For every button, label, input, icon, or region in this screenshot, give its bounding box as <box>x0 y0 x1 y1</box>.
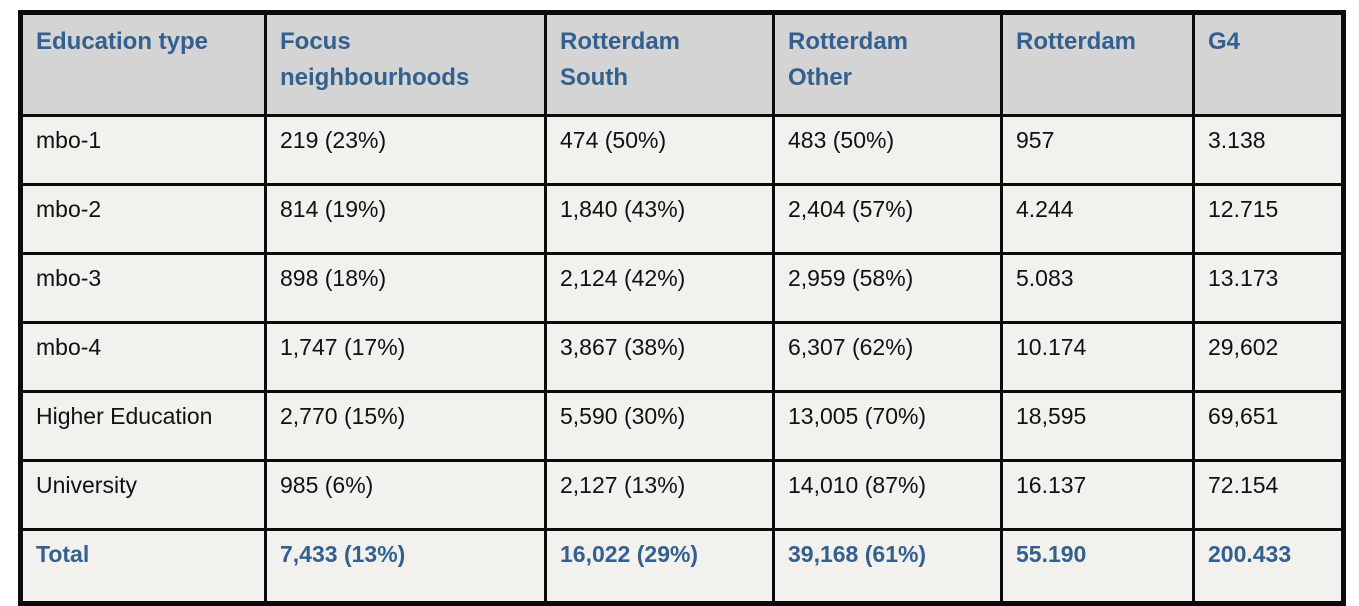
table-cell: 2,127 (13%) <box>544 459 775 531</box>
row-label: mbo-4 <box>19 321 267 393</box>
table-cell: 2,959 (58%) <box>772 252 1003 324</box>
column-header-focus-neighbourhoods: Focus neighbourhoods <box>264 11 547 117</box>
column-header-education-type: Education type <box>19 11 267 117</box>
table-row-mbo-2: mbo-2 814 (19%) 1,840 (43%) 2,404 (57%) … <box>19 183 1345 255</box>
table-cell: 2,124 (42%) <box>544 252 775 324</box>
row-label: Higher Education <box>19 390 267 462</box>
table-row-higher-education: Higher Education 2,770 (15%) 5,590 (30%)… <box>19 390 1345 462</box>
table-cell: 483 (50%) <box>772 114 1003 186</box>
table-cell: 2,770 (15%) <box>264 390 547 462</box>
column-header-rotterdam-south: Rotterdam South <box>544 11 775 117</box>
table-cell: 6,307 (62%) <box>772 321 1003 393</box>
table-cell: 2,404 (57%) <box>772 183 1003 255</box>
page-background: Education type Focus neighbourhoods Rott… <box>18 10 1346 606</box>
table-cell: 16.137 <box>1000 459 1195 531</box>
total-cell: 55.190 <box>1000 528 1195 605</box>
total-cell: 7,433 (13%) <box>264 528 547 605</box>
education-enrolment-table: Education type Focus neighbourhoods Rott… <box>18 10 1346 606</box>
table-cell: 814 (19%) <box>264 183 547 255</box>
table-cell: 1,840 (43%) <box>544 183 775 255</box>
table-cell: 5,590 (30%) <box>544 390 775 462</box>
header-row: Education type Focus neighbourhoods Rott… <box>19 11 1345 117</box>
table-row-mbo-3: mbo-3 898 (18%) 2,124 (42%) 2,959 (58%) … <box>19 252 1345 324</box>
table-cell: 69,651 <box>1192 390 1345 462</box>
column-header-rotterdam: Rotterdam <box>1000 11 1195 117</box>
total-row: Total 7,433 (13%) 16,022 (29%) 39,168 (6… <box>19 528 1345 605</box>
table-row-mbo-1: mbo-1 219 (23%) 474 (50%) 483 (50%) 957 … <box>19 114 1345 186</box>
row-label: University <box>19 459 267 531</box>
table-cell: 13,005 (70%) <box>772 390 1003 462</box>
column-header-g4: G4 <box>1192 11 1345 117</box>
row-label: mbo-1 <box>19 114 267 186</box>
total-cell: 200.433 <box>1192 528 1345 605</box>
row-label: mbo-3 <box>19 252 267 324</box>
table-cell: 957 <box>1000 114 1195 186</box>
table-row-mbo-4: mbo-4 1,747 (17%) 3,867 (38%) 6,307 (62%… <box>19 321 1345 393</box>
total-cell: 16,022 (29%) <box>544 528 775 605</box>
table-cell: 5.083 <box>1000 252 1195 324</box>
table-cell: 72.154 <box>1192 459 1345 531</box>
table-cell: 10.174 <box>1000 321 1195 393</box>
table-cell: 219 (23%) <box>264 114 547 186</box>
table-row-university: University 985 (6%) 2,127 (13%) 14,010 (… <box>19 459 1345 531</box>
table-cell: 474 (50%) <box>544 114 775 186</box>
table-cell: 13.173 <box>1192 252 1345 324</box>
table-cell: 29,602 <box>1192 321 1345 393</box>
table-cell: 3,867 (38%) <box>544 321 775 393</box>
table-cell: 4.244 <box>1000 183 1195 255</box>
column-header-rotterdam-other: Rotterdam Other <box>772 11 1003 117</box>
table-cell: 898 (18%) <box>264 252 547 324</box>
row-label: mbo-2 <box>19 183 267 255</box>
table-cell: 12.715 <box>1192 183 1345 255</box>
table-cell: 1,747 (17%) <box>264 321 547 393</box>
table-cell: 985 (6%) <box>264 459 547 531</box>
total-cell: 39,168 (61%) <box>772 528 1003 605</box>
table-cell: 18,595 <box>1000 390 1195 462</box>
table-cell: 14,010 (87%) <box>772 459 1003 531</box>
table-cell: 3.138 <box>1192 114 1345 186</box>
total-row-label: Total <box>19 528 267 605</box>
